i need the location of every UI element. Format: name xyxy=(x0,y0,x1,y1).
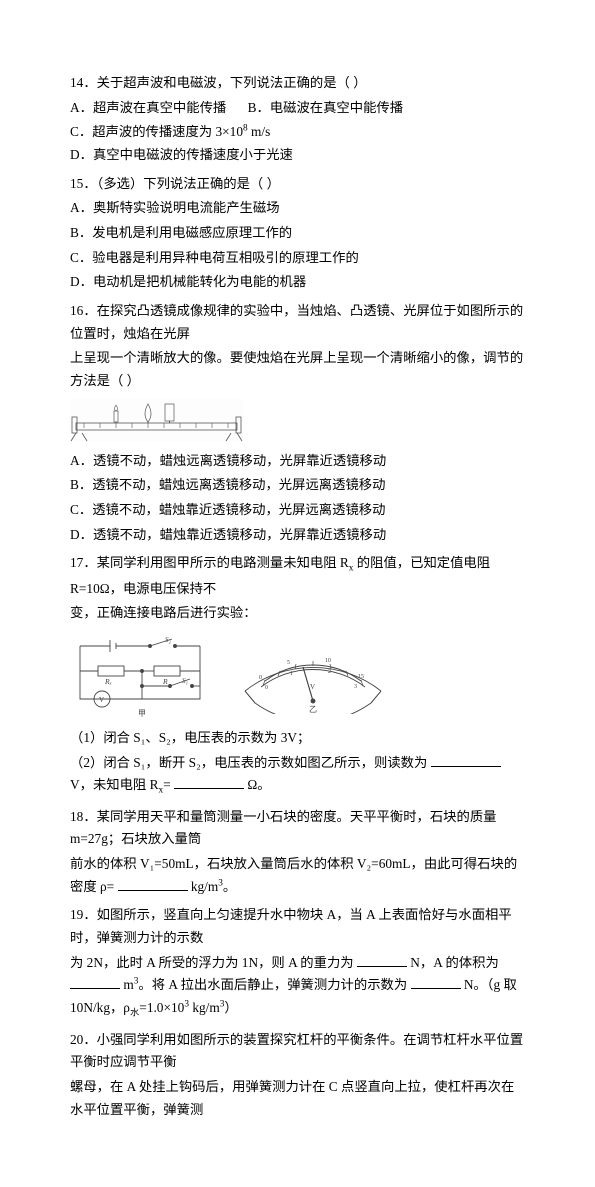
caption-yi: 乙 xyxy=(309,705,317,714)
q18-body-b-pre: 前水的体积 xyxy=(70,856,140,871)
q16-opt-a: A．透镜不动，蜡烛远离透镜移动，光屏靠近透镜移动 xyxy=(70,450,525,473)
q19-body-b-pre: 为 2N，此时 A 所受的浮力为 1N，则 A 的重力为 xyxy=(70,955,354,970)
q19-tail3-after: kg/m xyxy=(189,1000,220,1015)
q19-line1: 19．如图所示，竖直向上匀速提升水中物块 A，当 A 上表面恰好与水面相平时，弹… xyxy=(70,904,525,949)
q19: 19．如图所示，竖直向上匀速提升水中物块 A，当 A 上表面恰好与水面相平时，弹… xyxy=(70,904,525,1022)
q18-body-a: ．某同学用天平和量筒测量一小石块的密度。天平平衡时，石块的质量 m=27g；石块… xyxy=(70,809,497,847)
q18-unit-pre: kg/m xyxy=(191,879,218,894)
q16-num: 16 xyxy=(70,303,83,318)
q17-step2-c: = xyxy=(163,777,171,792)
q14-opt-c-tail: m/s xyxy=(248,124,271,139)
q19-num: 19 xyxy=(70,907,83,922)
q18-body-b-mid: =50mL，石块放入量筒后水的体积 xyxy=(154,856,357,871)
blank-rx-value[interactable] xyxy=(174,776,244,790)
blank-density[interactable] xyxy=(118,877,188,891)
q20-line2: 螺母，在 A 处挂上钩码后，用弹簧测力计在 C 点竖直向上拉，使杠杆再次在水平位… xyxy=(70,1076,525,1121)
blank-spring-reading[interactable] xyxy=(411,976,461,990)
q16-figure xyxy=(70,399,525,442)
q15-opt-c: C．验电器是利用异种电荷互相吸引的原理工作的 xyxy=(70,247,525,270)
q18-v1: V₁ xyxy=(140,856,154,871)
q14-opts-row2: C．超声波的传播速度为 3×108 m/s D．真空中电磁波的传播速度小于光速 xyxy=(70,121,525,166)
q20-body-a: ．小强同学利用如图所示的装置探究杠杆的平衡条件。在调节杠杆水平位置平衡时应调节平… xyxy=(70,1032,523,1070)
q17-lead-line1: 17．某同学利用图甲所示的电路测量未知电阻 Rx 的阻值，已知定值电阻 R=10… xyxy=(70,552,525,600)
q15-opt-b: B．发电机是利用电磁感应原理工作的 xyxy=(70,222,525,245)
circuit-svg: S₂ S₁ Rₓ R V 甲 xyxy=(70,631,215,719)
q14-opt-a: A．超声波在真空中能传播 xyxy=(70,97,226,120)
q14-opts-row1: A．超声波在真空中能传播 B．电磁波在真空中能传播 xyxy=(70,97,525,120)
q16-stem-a: 16．在探究凸透镜成像规律的实验中，当烛焰、凸透镜、光屏位于如图所示的位置时，烛… xyxy=(70,300,525,345)
blank-volt-reading[interactable] xyxy=(431,753,501,767)
q16: 16．在探究凸透镜成像规律的实验中，当烛焰、凸透镜、光屏位于如图所示的位置时，烛… xyxy=(70,300,525,546)
q15-num: 15 xyxy=(70,176,83,191)
q16-stem-b: 上呈现一个清晰放大的像。要使烛焰在光屏上呈现一个清晰缩小的像，调节的方法是（ ） xyxy=(70,347,525,392)
q17-lead-b: 变，正确连接电路后进行实验： xyxy=(70,602,525,625)
q18-num: 18 xyxy=(70,809,83,824)
q17-num: 17 xyxy=(70,555,83,570)
label-s1: S₁ xyxy=(182,677,188,685)
q17-step2: （2）闭合 S₁，断开 S₂，电压表的示数如图乙所示，则读数为 V，未知电阻 R… xyxy=(70,752,525,800)
q17-step2-a: （2）闭合 S₁，断开 S₂，电压表的示数如图乙所示，则读数为 xyxy=(70,755,427,770)
meter-outer-0: 0 xyxy=(259,675,262,681)
q17-lead-a: ．某同学利用图甲所示的电路测量未知电阻 R xyxy=(83,555,348,570)
label-s2: S₂ xyxy=(165,636,172,644)
q17-figures: S₂ S₁ Rₓ R V 甲 xyxy=(70,631,525,719)
blank-gravity[interactable] xyxy=(357,953,407,967)
q18: 18．某同学用天平和量筒测量一小石块的密度。天平平衡时，石块的质量 m=27g；… xyxy=(70,806,525,899)
q15-opt-a: A．奥斯特实验说明电流能产生磁场 xyxy=(70,197,525,220)
q14-opt-c: C．超声波的传播速度为 3×10 xyxy=(70,124,243,139)
q16-opt-b: B．透镜不动，蜡烛远离透镜移动，光屏远离透镜移动 xyxy=(70,474,525,497)
meter-inner-2: 2 xyxy=(328,669,331,675)
q14-opt-b: B．电磁波在真空中能传播 xyxy=(248,97,404,120)
q19-rho-sub: 水 xyxy=(130,1009,139,1019)
meter-outer-10: 10 xyxy=(325,658,331,664)
q19-line2: 为 2N，此时 A 所受的浮力为 1N，则 A 的重力为 N，A 的体积为 m3… xyxy=(70,952,525,1023)
blank-volume[interactable] xyxy=(70,976,120,990)
q16-opt-d: D．透镜不动，蜡烛靠近透镜移动，光屏靠近透镜移动 xyxy=(70,524,525,547)
q16-opt-c: C．透镜不动，蜡烛靠近透镜移动，光屏远离透镜移动 xyxy=(70,499,525,522)
voltmeter-svg: 0 5 10 15 0 1 2 3 V 乙 xyxy=(235,631,391,714)
q17-step1: （1）闭合 S₁、S₂，电压表的示数为 3V； xyxy=(70,727,525,750)
q20-line1: 20．小强同学利用如图所示的装置探究杠杆的平衡条件。在调节杠杆水平位置平衡时应调… xyxy=(70,1029,525,1074)
q18-line2: 前水的体积 V₁=50mL，石块放入量筒后水的体积 V₂=60mL，由此可得石块… xyxy=(70,853,525,898)
meter-unit: V xyxy=(310,683,315,691)
label-rx: Rₓ xyxy=(104,677,112,686)
meter-outer-5: 5 xyxy=(287,660,290,666)
q19-unit-pre: m xyxy=(123,977,133,992)
caption-jia: 甲 xyxy=(138,709,146,718)
q19-tail3-end: ） xyxy=(224,1000,237,1015)
q19-tail2: 。将 A 拉出水面后静止，弹簧测力计的示数为 xyxy=(138,977,407,992)
q14: 14．关于超声波和电磁波，下列说法正确的是（ ） A．超声波在真空中能传播 B．… xyxy=(70,72,525,167)
meter-outer-15: 15 xyxy=(358,674,364,680)
q18-v2: V₂ xyxy=(357,856,371,871)
meter-inner-3: 3 xyxy=(354,684,357,690)
q19-body-a: ．如图所示，竖直向上匀速提升水中物块 A，当 A 上表面恰好与水面相平时，弹簧测… xyxy=(70,907,512,945)
q15: 15．（多选）下列说法正确的是（ ） A．奥斯特实验说明电流能产生磁场 B．发电… xyxy=(70,173,525,294)
q14-stem-line: 14．关于超声波和电磁波，下列说法正确的是（ ） xyxy=(70,72,525,95)
q17-step2-b: V，未知电阻 R xyxy=(70,777,159,792)
meter-inner-1: 1 xyxy=(290,671,293,677)
q14-num: 14 xyxy=(70,75,83,90)
q17-step2-d: Ω。 xyxy=(247,777,270,792)
q20: 20．小强同学利用如图所示的装置探究杠杆的平衡条件。在调节杠杆水平位置平衡时应调… xyxy=(70,1029,525,1122)
q18-line1: 18．某同学用天平和量筒测量一小石块的密度。天平平衡时，石块的质量 m=27g；… xyxy=(70,806,525,851)
q18-tail: 。 xyxy=(223,879,236,894)
q17: 17．某同学利用图甲所示的电路测量未知电阻 Rx 的阻值，已知定值电阻 R=10… xyxy=(70,552,525,800)
q20-num: 20 xyxy=(70,1032,83,1047)
q15-opt-d: D．电动机是把机械能转化为电能的机器 xyxy=(70,271,525,294)
label-r: R xyxy=(162,677,168,686)
q19-body-b-mid: N，A 的体积为 xyxy=(410,955,499,970)
q14-opt-c-wrap: C．超声波的传播速度为 3×108 m/s xyxy=(70,121,270,144)
meter-inner-0: 0 xyxy=(265,685,268,691)
label-v: V xyxy=(99,696,104,704)
q14-opt-d: D．真空中电磁波的传播速度小于光速 xyxy=(70,144,293,167)
q19-tail3-mid: =1.0×10 xyxy=(139,1000,184,1015)
q15-stem-line: 15．（多选）下列说法正确的是（ ） xyxy=(70,173,525,196)
q16-stem-a-text: ．在探究凸透镜成像规律的实验中，当烛焰、凸透镜、光屏位于如图所示的位置时，烛焰在… xyxy=(70,303,523,341)
page: 14．关于超声波和电磁波，下列说法正确的是（ ） A．超声波在真空中能传播 B．… xyxy=(0,0,595,1187)
q15-body: ．（多选）下列说法正确的是（ ） xyxy=(83,176,280,191)
q14-body: ．关于超声波和电磁波，下列说法正确的是（ ） xyxy=(83,75,366,90)
optical-bench-svg xyxy=(70,399,243,442)
